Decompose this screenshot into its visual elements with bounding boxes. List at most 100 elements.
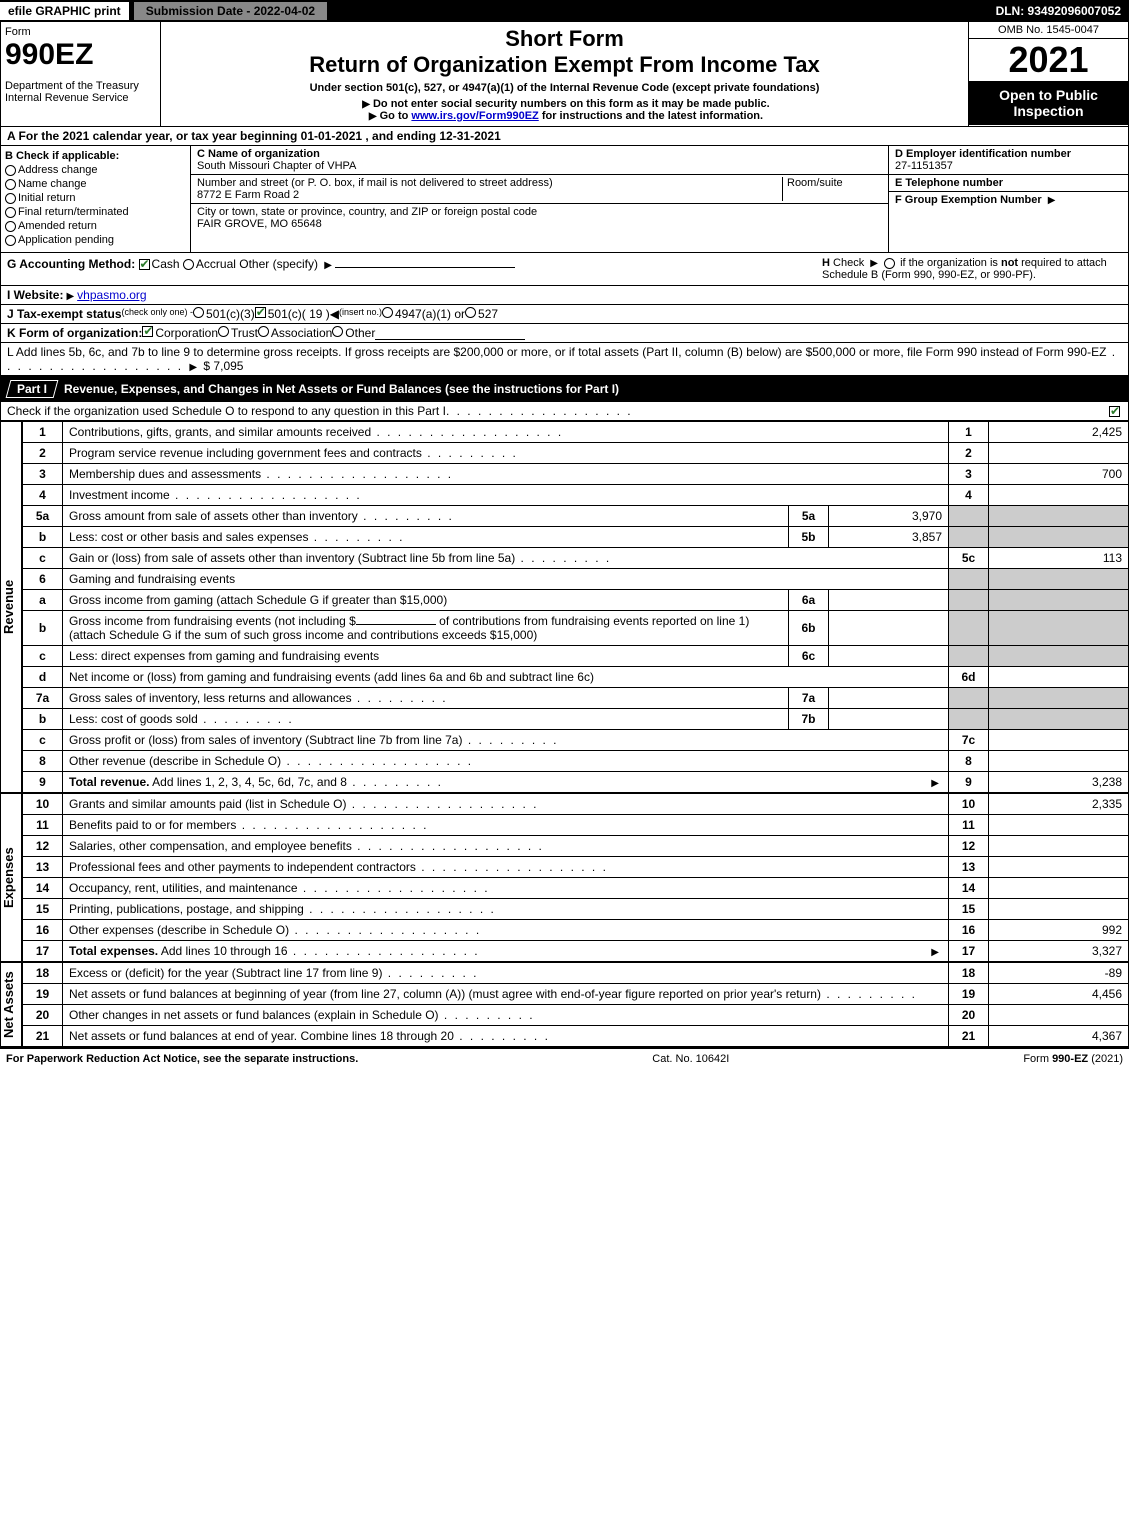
4947-label: 4947(a)(1) or <box>395 307 465 321</box>
501c3-label: 501(c)(3) <box>206 307 255 321</box>
dept-label: Department of the Treasury Internal Reve… <box>5 80 156 104</box>
note2-pre: Go to <box>380 110 412 122</box>
chk-initial[interactable]: Initial return <box>5 192 186 204</box>
website-link[interactable]: vhpasmo.org <box>77 288 146 302</box>
other-label: Other (specify) <box>239 257 318 271</box>
line-6b: bGross income from fundraising events (n… <box>23 611 1129 646</box>
line-15: 15Printing, publications, postage, and s… <box>23 899 1129 920</box>
short-form-title: Short Form <box>165 26 964 52</box>
l17-val: 3,327 <box>989 941 1129 962</box>
l6b-val <box>829 611 949 646</box>
line-5a: 5aGross amount from sale of assets other… <box>23 506 1129 527</box>
expenses-section: Expenses 10Grants and similar amounts pa… <box>0 793 1129 962</box>
footer: For Paperwork Reduction Act Notice, see … <box>0 1047 1129 1069</box>
chk-4947[interactable] <box>382 307 393 318</box>
title-right: OMB No. 1545-0047 2021 Open to Public In… <box>968 22 1128 126</box>
l21-val: 4,367 <box>989 1026 1129 1047</box>
line-7a: 7aGross sales of inventory, less returns… <box>23 688 1129 709</box>
org-name-label: C Name of organization <box>197 148 882 160</box>
l21-desc: Net assets or fund balances at end of ye… <box>69 1029 454 1043</box>
irs-link[interactable]: www.irs.gov/Form990EZ <box>411 110 538 122</box>
section-h: H Check if the organization is not requi… <box>822 257 1122 281</box>
l6b-amount-input[interactable] <box>356 624 436 625</box>
l7a-val <box>829 688 949 709</box>
info-row: B Check if applicable: Address change Na… <box>0 146 1129 253</box>
chk-pending[interactable]: Application pending <box>5 234 186 246</box>
l20-desc: Other changes in net assets or fund bala… <box>69 1008 439 1022</box>
part-number: Part I <box>6 380 59 398</box>
header-bar: efile GRAPHIC print Submission Date - 20… <box>0 0 1129 22</box>
line-14: 14Occupancy, rent, utilities, and mainte… <box>23 878 1129 899</box>
note-ssn: Do not enter social security numbers on … <box>165 98 964 110</box>
chk-cash[interactable] <box>139 259 150 270</box>
other-org-input[interactable] <box>375 326 525 340</box>
line-12: 12Salaries, other compensation, and empl… <box>23 836 1129 857</box>
tel-label: E Telephone number <box>895 177 1122 189</box>
line-6: 6Gaming and fundraising events <box>23 569 1129 590</box>
cash-label: Cash <box>152 257 180 271</box>
line-7b: bLess: cost of goods sold7b <box>23 709 1129 730</box>
line-7c: cGross profit or (loss) from sales of in… <box>23 730 1129 751</box>
form-number: 990EZ <box>5 38 156 72</box>
l6-desc: Gaming and fundraising events <box>63 569 949 590</box>
room-label: Room/suite <box>782 177 882 201</box>
chk-corp[interactable] <box>142 326 153 337</box>
section-a: A For the 2021 calendar year, or tax yea… <box>0 127 1129 146</box>
other-specify-input[interactable] <box>335 267 515 268</box>
l16-desc: Other expenses (describe in Schedule O) <box>69 923 289 937</box>
main-title: Return of Organization Exempt From Incom… <box>165 52 964 78</box>
section-c: C Name of organization South Missouri Ch… <box>191 146 888 252</box>
expenses-side-label: Expenses <box>0 793 22 962</box>
line-10: 10Grants and similar amounts paid (list … <box>23 794 1129 815</box>
chk-final[interactable]: Final return/terminated <box>5 206 186 218</box>
chk-assoc[interactable] <box>258 326 269 337</box>
omb-number: OMB No. 1545-0047 <box>969 22 1128 39</box>
website-label: I Website: <box>7 288 63 302</box>
insert-label: (insert no.) <box>339 307 382 321</box>
formorg-label: K Form of organization: <box>7 326 142 340</box>
line-16: 16Other expenses (describe in Schedule O… <box>23 920 1129 941</box>
l7c-desc: Gross profit or (loss) from sales of inv… <box>69 733 462 747</box>
chk-scheduleo[interactable] <box>1109 406 1120 417</box>
dln-label: DLN: 93492096007052 <box>996 4 1129 18</box>
chk-501c3[interactable] <box>193 307 204 318</box>
chk-pending-label: Application pending <box>18 234 114 246</box>
efile-label[interactable]: efile GRAPHIC print <box>0 2 129 20</box>
row-gh: G Accounting Method: Cash Accrual Other … <box>0 253 1129 286</box>
title-center: Short Form Return of Organization Exempt… <box>161 22 968 126</box>
chk-527[interactable] <box>465 307 476 318</box>
form-word: Form <box>5 26 156 38</box>
accrual-label: Accrual <box>196 257 236 271</box>
l4-val <box>989 485 1129 506</box>
l5b-val: 3,857 <box>829 527 949 548</box>
chk-501c[interactable] <box>255 307 266 318</box>
netassets-table: 18Excess or (deficit) for the year (Subt… <box>22 962 1129 1047</box>
l3-desc: Membership dues and assessments <box>69 467 261 481</box>
l3-val: 700 <box>989 464 1129 485</box>
l14-val <box>989 878 1129 899</box>
chk-name-label: Name change <box>18 178 87 190</box>
l10-val: 2,335 <box>989 794 1129 815</box>
chk-address-label: Address change <box>18 164 98 176</box>
chk-trust[interactable] <box>218 326 229 337</box>
chk-amended[interactable]: Amended return <box>5 220 186 232</box>
l6c-val <box>829 646 949 667</box>
revenue-side-label: Revenue <box>0 421 22 793</box>
group-label: F Group Exemption Number <box>895 194 1042 206</box>
l7b-val <box>829 709 949 730</box>
chk-scheduleb[interactable] <box>884 258 895 269</box>
l1-val: 2,425 <box>989 422 1129 443</box>
chk-accrual[interactable] <box>183 259 194 270</box>
line-17: 17Total expenses. Add lines 10 through 1… <box>23 941 1129 962</box>
part-i-check: Check if the organization used Schedule … <box>0 402 1129 421</box>
chk-name[interactable]: Name change <box>5 178 186 190</box>
tax-year: 2021 <box>969 39 1128 81</box>
chk-other[interactable] <box>332 326 343 337</box>
line-3: 3Membership dues and assessments3700 <box>23 464 1129 485</box>
l14-desc: Occupancy, rent, utilities, and maintena… <box>69 881 298 895</box>
chk-address[interactable]: Address change <box>5 164 186 176</box>
chk-initial-label: Initial return <box>18 192 75 204</box>
line-1: 1Contributions, gifts, grants, and simil… <box>23 422 1129 443</box>
street-label: Number and street (or P. O. box, if mail… <box>197 177 782 189</box>
submission-date: Submission Date - 2022-04-02 <box>133 1 328 21</box>
